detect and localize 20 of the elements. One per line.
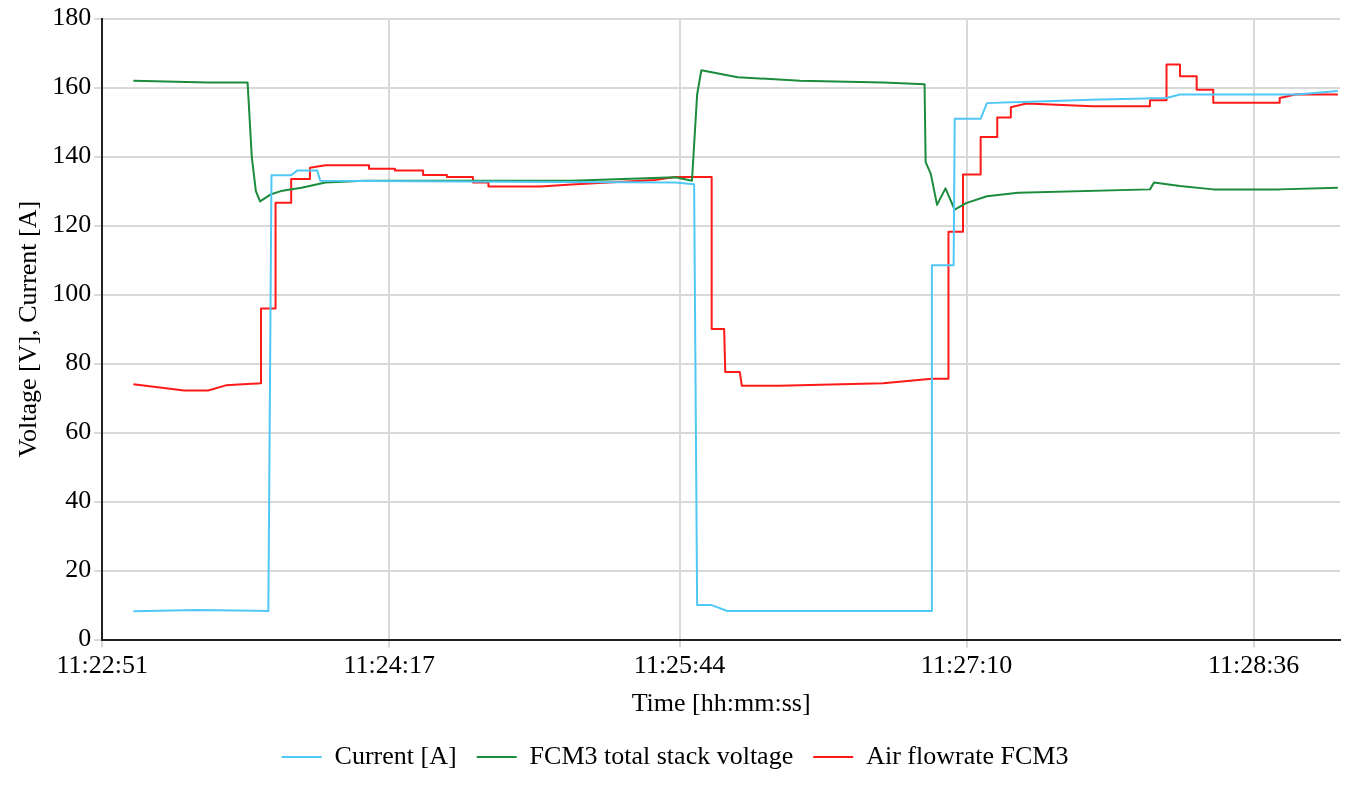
x-tick-label: 11:24:17 <box>343 650 435 680</box>
y-axis-title: Voltage [V], Current [A] <box>13 200 43 458</box>
y-tick-label: 0 <box>78 623 92 653</box>
y-tick-label: 60 <box>65 416 92 446</box>
y-tick-label: 160 <box>52 71 92 101</box>
y-tick-label: 120 <box>52 209 92 239</box>
legend-label: Air flowrate FCM3 <box>866 740 1069 770</box>
x-tick-label: 11:27:10 <box>920 650 1013 680</box>
legend-label: Current [A] <box>334 740 457 770</box>
x-tick-label: 11:28:36 <box>1207 650 1300 680</box>
y-tick-label: 100 <box>52 278 92 308</box>
x-tick-label: 11:25:44 <box>633 650 726 680</box>
x-tick-label: 11:22:51 <box>56 650 148 680</box>
legend-label: FCM3 total stack voltage <box>529 740 794 770</box>
y-tick-label: 20 <box>65 554 92 584</box>
x-axis-title: Time [hh:mm:ss] <box>631 688 811 718</box>
y-tick-label: 140 <box>52 140 92 170</box>
y-tick-label: 80 <box>65 347 92 377</box>
y-tick-label: 40 <box>65 485 92 515</box>
y-tick-label: 180 <box>52 2 92 32</box>
